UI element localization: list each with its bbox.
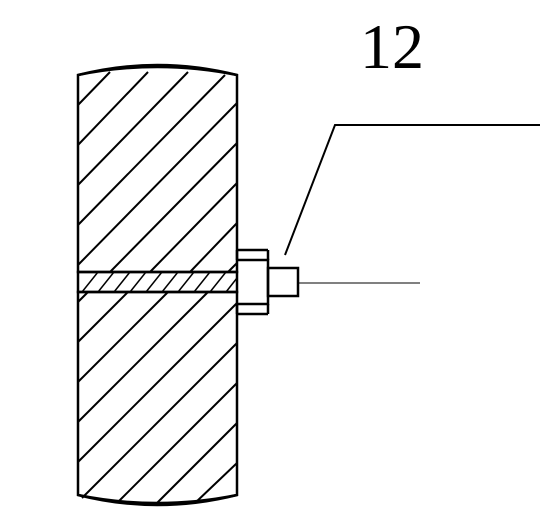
hatch-upper — [78, 72, 237, 272]
hatch-lower — [78, 292, 237, 505]
bolt-hole — [78, 272, 237, 292]
leader-line — [285, 125, 540, 255]
shaft-end — [268, 268, 298, 296]
main-body-section — [78, 65, 237, 505]
diagram-svg — [0, 0, 544, 516]
engineering-diagram: 12 — [0, 0, 544, 516]
nut — [237, 250, 268, 314]
annotation-label-12: 12 — [360, 10, 424, 84]
